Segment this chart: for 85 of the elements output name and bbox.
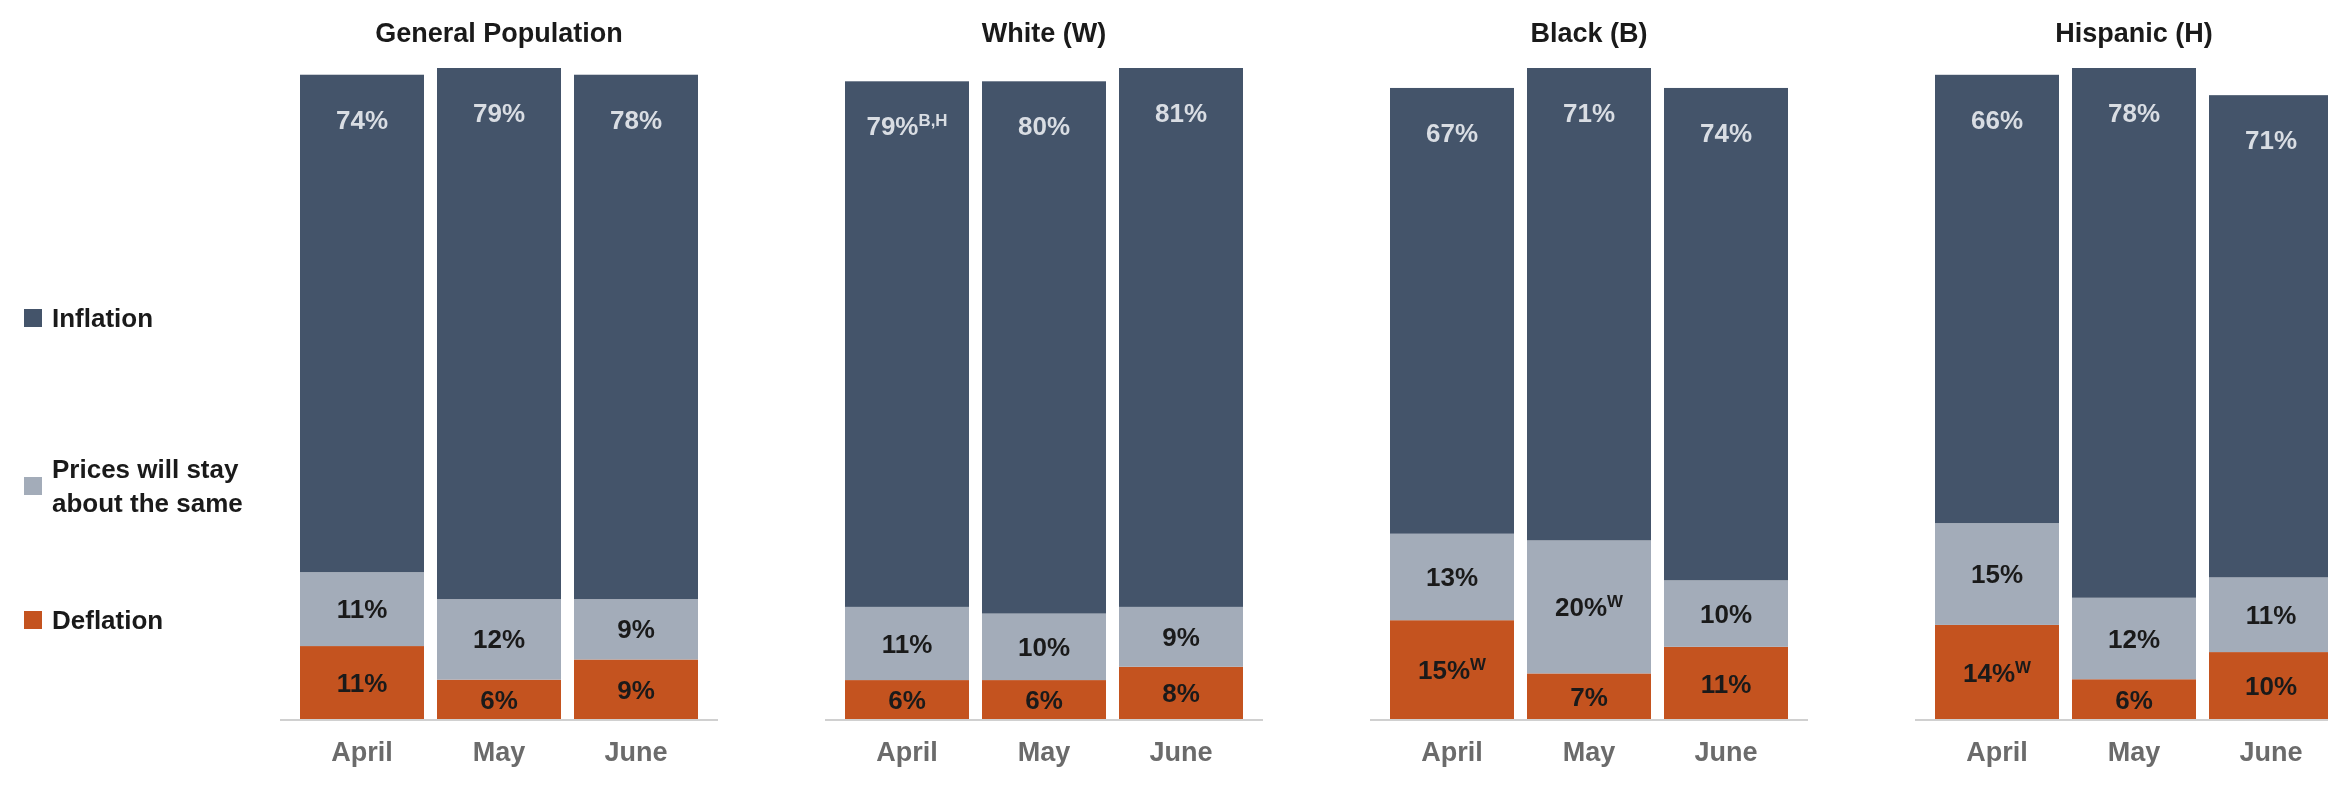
x-tick-label: April <box>1421 737 1483 768</box>
data-label: 71% <box>1562 98 1616 129</box>
bar <box>1527 540 1651 674</box>
legend-label: Inflation <box>52 303 154 334</box>
bar <box>845 81 969 607</box>
x-tick-label: May <box>1562 737 1616 768</box>
bar <box>1527 68 1651 541</box>
bar <box>437 599 561 680</box>
x-tick-label: May <box>2107 737 2161 768</box>
data-label: 74% <box>1699 118 1753 149</box>
x-tick-label: June <box>2239 737 2303 768</box>
data-label: 79%$^{B,H}$ <box>866 110 948 142</box>
bar <box>845 606 969 681</box>
bar <box>1390 87 1514 534</box>
data-label: 78% <box>2107 98 2161 129</box>
data-label: 11% <box>881 628 933 659</box>
x-tick-label: June <box>1694 737 1758 768</box>
data-label: 6% <box>888 685 926 716</box>
data-label: 15% <box>1970 559 2024 590</box>
bar <box>1119 666 1243 720</box>
bar <box>300 646 424 720</box>
x-tick-label: June <box>604 737 668 768</box>
bar <box>1935 523 2059 625</box>
data-label: 8% <box>1162 678 1200 709</box>
bar <box>574 599 698 660</box>
x-tick-label: April <box>876 737 938 768</box>
chart-title: Hispanic (H) <box>2055 18 2213 49</box>
data-label: 11% <box>2245 599 2297 630</box>
data-label: 11% <box>336 668 388 699</box>
data-label: 11% <box>336 594 388 625</box>
data-label: 66% <box>1970 104 2024 135</box>
bar <box>2072 597 2196 680</box>
bar <box>1119 606 1243 667</box>
bar <box>574 74 698 600</box>
chart-title: White (W) <box>981 18 1107 49</box>
data-label: 12% <box>2107 623 2161 654</box>
data-label: 71% <box>2244 125 2298 156</box>
data-label: 10% <box>1017 631 1071 662</box>
bar <box>982 613 1106 681</box>
data-label: 6% <box>2115 684 2153 715</box>
bar <box>1390 533 1514 621</box>
data-label: 81% <box>1154 98 1208 129</box>
x-tick-label: June <box>1149 737 1213 768</box>
chart-title: General Population <box>375 18 623 49</box>
bar <box>2072 679 2196 720</box>
chart-title: Black (B) <box>1530 18 1648 49</box>
data-label: 9% <box>617 614 655 645</box>
x-tick-label: May <box>472 737 526 768</box>
legend-label: Prices will stay about the same <box>52 454 243 519</box>
bar <box>1527 673 1651 720</box>
bar <box>1935 624 2059 720</box>
bar <box>1935 74 2059 524</box>
data-label: 15%$^{W}$ <box>1418 654 1487 686</box>
bar <box>574 659 698 720</box>
data-label: 67% <box>1425 118 1479 149</box>
data-label: 6% <box>480 684 518 715</box>
bar <box>437 68 561 600</box>
data-label: 6% <box>1025 685 1063 716</box>
data-label: 11% <box>1700 668 1752 699</box>
data-label: 79% <box>472 98 526 129</box>
bar <box>2072 68 2196 598</box>
bar <box>1119 68 1243 607</box>
data-label: 9% <box>1162 621 1200 652</box>
bar <box>1664 580 1788 647</box>
bar <box>1664 87 1788 581</box>
x-tick-label: April <box>1966 737 2028 768</box>
x-tick-label: April <box>331 737 393 768</box>
bar <box>300 74 424 573</box>
data-label: 74% <box>335 104 389 135</box>
data-label: 7% <box>1570 681 1608 712</box>
bar <box>1664 646 1788 720</box>
data-label: 80% <box>1017 111 1071 142</box>
legend-label: Deflation <box>52 605 164 636</box>
data-label: 10% <box>1699 598 1753 629</box>
bar <box>1390 620 1514 720</box>
x-tick-label: May <box>1017 737 1071 768</box>
bar <box>300 572 424 647</box>
data-label: 9% <box>617 674 655 705</box>
data-label: 78% <box>609 104 663 135</box>
data-label: 14%$^{W}$ <box>1963 657 2032 688</box>
data-label: 20%$^{W}$ <box>1555 591 1624 622</box>
bar <box>982 81 1106 614</box>
data-label: 10% <box>2244 671 2298 702</box>
data-label: 12% <box>472 624 526 655</box>
data-label: 13% <box>1425 562 1479 593</box>
